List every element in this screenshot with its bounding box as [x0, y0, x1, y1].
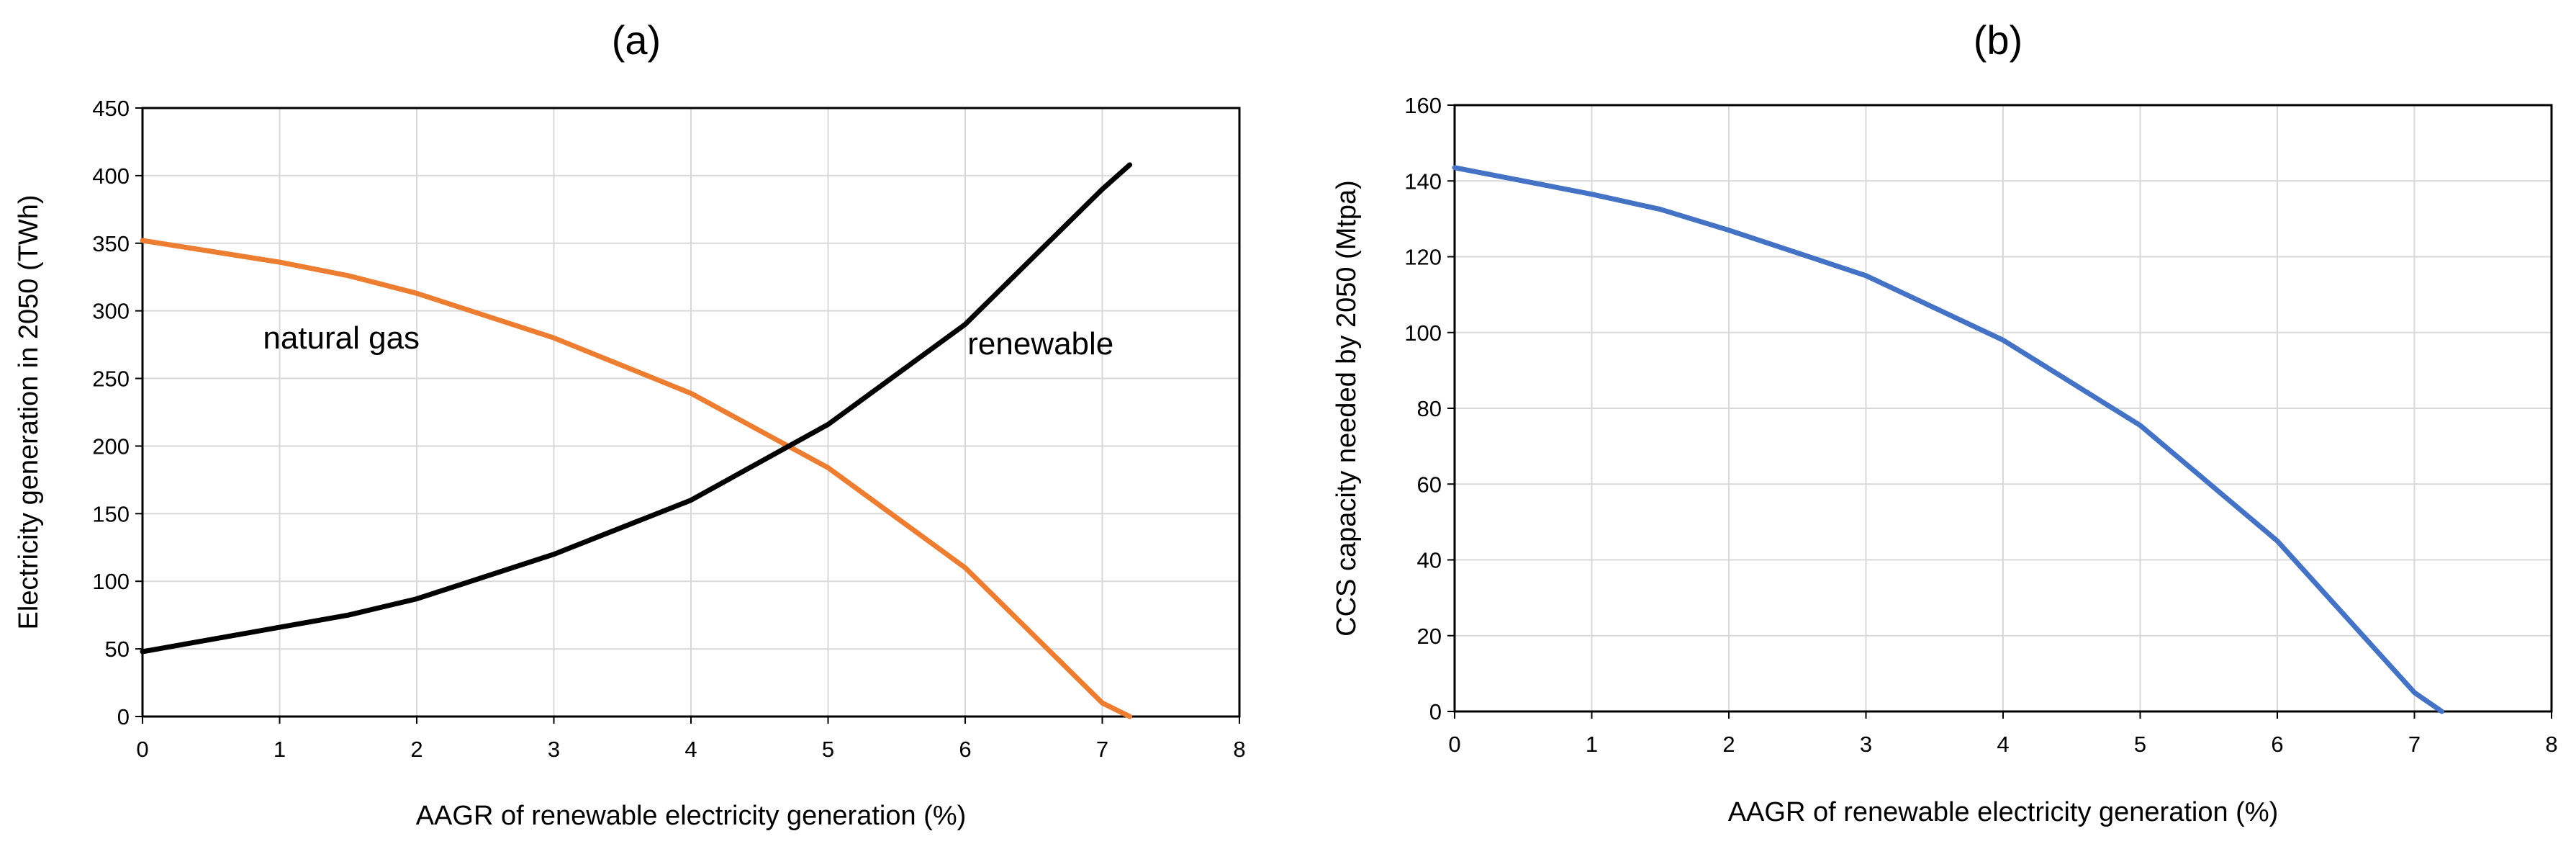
x-tick-label: 2: [410, 737, 422, 762]
x-tick-label: 8: [1233, 737, 1245, 762]
panel-title: (a): [612, 17, 661, 63]
series-line-ccs-capacity: [1452, 165, 2445, 714]
y-axis-label: CCS capacity needed by 2050 (Mtpa): [1332, 180, 1362, 637]
x-tick-label: 3: [548, 737, 560, 762]
x-tick-label: 7: [2408, 732, 2421, 757]
x-tick-label: 1: [1586, 732, 1598, 757]
x-tick-label: 4: [684, 737, 697, 762]
x-tick-label: 8: [2545, 732, 2557, 757]
panel-a-chart: 0 1 2 3 4 5 6 7 8 0 50 100 150 200 250 300 350 400 450 natu…: [14, 17, 1246, 831]
x-tick-label: 1: [274, 737, 286, 762]
y-tick-label: 400: [92, 163, 130, 189]
y-tick-label: 50: [105, 637, 130, 662]
x-tick-label: 4: [1997, 732, 2009, 757]
x-tick-label: 0: [136, 737, 148, 762]
y-tick-label: 40: [1417, 548, 1442, 573]
y-tick-label: 350: [92, 231, 130, 256]
y-tick-label: 250: [92, 367, 130, 392]
y-tick-label: 20: [1417, 624, 1442, 649]
y-tick-label: 140: [1404, 169, 1442, 194]
annotation-renewable: renewable: [967, 326, 1113, 361]
annotation-natural-gas: natural gas: [263, 320, 420, 356]
panel-title: (b): [1974, 17, 2023, 63]
y-tick-label: 100: [1404, 320, 1442, 346]
x-tick-label: 6: [2271, 732, 2283, 757]
x-tick-label: 3: [1860, 732, 1872, 757]
y-tick-label: 100: [92, 569, 130, 594]
y-tick-label: 150: [92, 501, 130, 526]
y-tick-label: 200: [92, 434, 130, 459]
x-tick-label: 2: [1722, 732, 1735, 757]
x-axis-label: AAGR of renewable electricity generation…: [416, 801, 967, 831]
y-tick-label: 80: [1417, 396, 1442, 421]
series-line-natural-gas: [140, 238, 1133, 719]
x-tick-label: 7: [1096, 737, 1108, 762]
y-tick-label: 300: [92, 299, 130, 324]
x-tick-label: 5: [822, 737, 834, 762]
y-tick-label: 0: [117, 704, 130, 729]
x-tick-label: 5: [2134, 732, 2146, 757]
x-tick-label: 6: [959, 737, 971, 762]
y-axis-label: Electricity generation in 2050 (TWh): [14, 194, 44, 629]
y-tick-label: 450: [92, 96, 130, 121]
y-tick-label: 160: [1404, 93, 1442, 118]
y-tick-label: 120: [1404, 245, 1442, 270]
x-axis-label: AAGR of renewable electricity generation…: [1728, 797, 2279, 827]
series-line-renewable: [140, 162, 1133, 655]
y-tick-label: 60: [1417, 472, 1442, 497]
x-tick-label: 0: [1448, 732, 1460, 757]
y-tick-label: 0: [1429, 699, 1442, 724]
